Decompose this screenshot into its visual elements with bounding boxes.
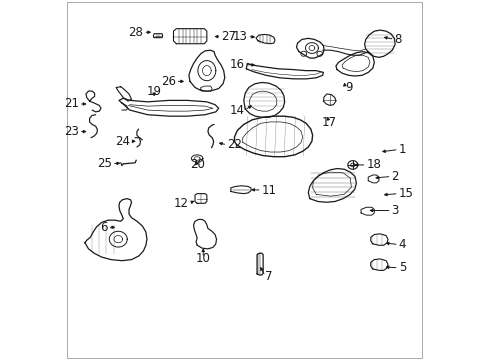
Text: 17: 17 — [321, 116, 336, 129]
Text: 1: 1 — [398, 143, 406, 156]
Text: 9: 9 — [344, 81, 352, 94]
Text: 13: 13 — [232, 30, 247, 43]
Text: 14: 14 — [229, 104, 244, 117]
Text: 28: 28 — [128, 26, 143, 39]
Text: 27: 27 — [221, 30, 236, 43]
Text: 23: 23 — [64, 125, 79, 138]
Text: 3: 3 — [391, 204, 398, 217]
Text: 12: 12 — [174, 197, 188, 210]
Text: 15: 15 — [398, 187, 413, 200]
Text: 24: 24 — [115, 135, 129, 148]
Text: 16: 16 — [229, 58, 244, 71]
Text: 4: 4 — [398, 238, 406, 251]
Text: 26: 26 — [161, 75, 175, 88]
Text: 2: 2 — [391, 170, 398, 183]
Text: 5: 5 — [398, 261, 405, 274]
Text: 20: 20 — [189, 158, 204, 171]
Text: 10: 10 — [195, 252, 210, 265]
Text: 7: 7 — [265, 270, 272, 283]
Text: 19: 19 — [146, 85, 162, 98]
Text: 18: 18 — [366, 158, 381, 171]
Text: 11: 11 — [261, 184, 276, 197]
Text: 21: 21 — [64, 98, 79, 111]
Text: 6: 6 — [100, 221, 107, 234]
Text: 8: 8 — [394, 33, 401, 46]
Text: 22: 22 — [227, 138, 242, 151]
Text: 25: 25 — [97, 157, 112, 170]
